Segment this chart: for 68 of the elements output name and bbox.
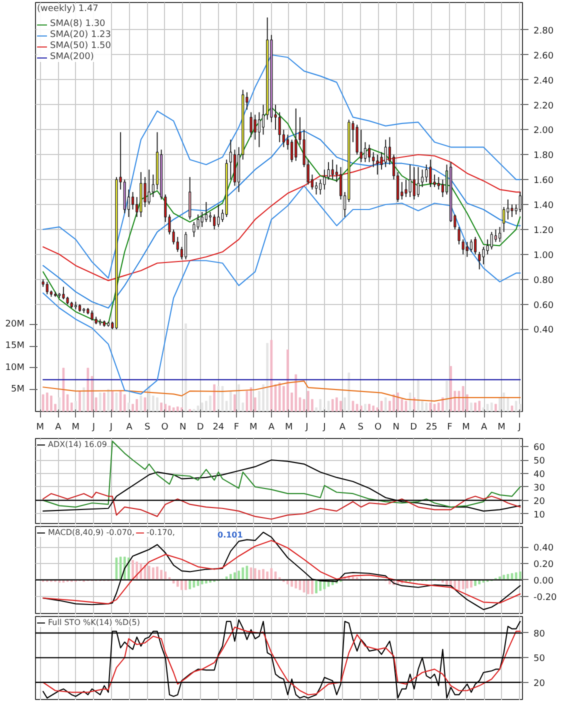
legend-label: -0.170, xyxy=(146,528,175,537)
y-tick-label: 1.00 xyxy=(534,250,554,261)
annotation: 0.101 xyxy=(218,530,244,540)
y-tick-label: 0.40 xyxy=(534,544,554,554)
x-tick-label: M xyxy=(72,422,80,432)
x-tick-label: A xyxy=(480,422,488,432)
legend-label: ADX(14) 16.09 xyxy=(48,440,107,449)
y-tick-label: 0.00 xyxy=(534,576,554,586)
y-tick-label: 1.60 xyxy=(534,176,554,186)
y-tick-label: 50 xyxy=(534,654,546,664)
legend-label: SMA(8) 1.30 xyxy=(50,19,106,29)
x-tick-label: J xyxy=(517,422,521,432)
y-tick-label: 60 xyxy=(534,443,546,454)
x-tick-label: A xyxy=(339,422,346,432)
x-tick-label: A xyxy=(126,422,134,432)
y-tick-label: 30 xyxy=(534,483,546,494)
x-tick-label: M xyxy=(498,422,506,432)
y-tick-label: 0.40 xyxy=(534,326,554,336)
x-tick-label: M xyxy=(285,422,293,432)
x-tick-label: J xyxy=(304,422,308,432)
x-tick-label: N xyxy=(180,422,186,432)
y-tick-label: 1.40 xyxy=(534,201,554,212)
y2-tick-label: 15M xyxy=(5,341,24,352)
x-tick-label: D xyxy=(410,422,418,432)
y-tick-label: 10 xyxy=(534,510,546,520)
x-tick-label: M xyxy=(249,422,258,432)
x-tick-label: A xyxy=(268,422,276,432)
x-tick-label: M xyxy=(36,422,44,432)
x-tick-label: O xyxy=(374,422,382,432)
y-tick-label: 80 xyxy=(534,629,546,640)
x-tick-label: 25 xyxy=(426,422,438,432)
x-tick-label: M xyxy=(462,422,470,432)
x-tick-label: S xyxy=(144,422,150,432)
legend-label: Full STO %K(14) %D(5) xyxy=(48,618,140,627)
y-tick-label: 0.60 xyxy=(534,300,554,311)
y-tick-label: 20 xyxy=(534,678,546,689)
y-tick-label: 20 xyxy=(534,496,546,507)
legend-label: SMA(50) 1.50 xyxy=(50,41,112,51)
y-tick-label: 2.80 xyxy=(534,26,554,36)
y2-tick-label: 10M xyxy=(5,362,24,373)
x-tick-label: F xyxy=(234,422,240,432)
x-tick-label: J xyxy=(108,422,113,432)
y2-tick-label: 5M xyxy=(11,384,25,395)
y-tick-label: 2.00 xyxy=(534,126,554,136)
y-tick-label: 1.20 xyxy=(534,226,554,236)
y-tick-label: 0.80 xyxy=(534,276,554,286)
x-tick-label: A xyxy=(55,422,62,432)
y-tick-label: 40 xyxy=(534,470,546,480)
legend-title: (weekly) 1.47 xyxy=(37,4,100,14)
x-tick-label: 24 xyxy=(212,422,224,432)
x-tick-label: O xyxy=(161,422,168,432)
y-tick-label: 1.80 xyxy=(534,151,554,162)
x-tick-label: F xyxy=(447,422,452,432)
y2-tick-label: 20M xyxy=(5,319,24,330)
legend-label: MACD(8,40,9) -0.070, xyxy=(48,528,135,537)
y-tick-label: 2.20 xyxy=(534,101,554,112)
y-tick-label: -0.20 xyxy=(534,592,558,603)
x-tick-label: D xyxy=(196,422,204,432)
x-tick-label: J xyxy=(322,422,326,432)
y-tick-label: 0.20 xyxy=(534,560,554,570)
y-tick-label: 50 xyxy=(534,456,546,466)
y-tick-label: 2.40 xyxy=(534,76,554,86)
legend-label: SMA(20) 1.23 xyxy=(50,30,112,40)
x-tick-label: J xyxy=(91,422,96,432)
legend-label: SMA(200) xyxy=(50,52,94,62)
y-tick-label: 2.60 xyxy=(534,51,554,62)
x-tick-label: S xyxy=(358,422,364,432)
x-tick-label: N xyxy=(392,422,400,432)
